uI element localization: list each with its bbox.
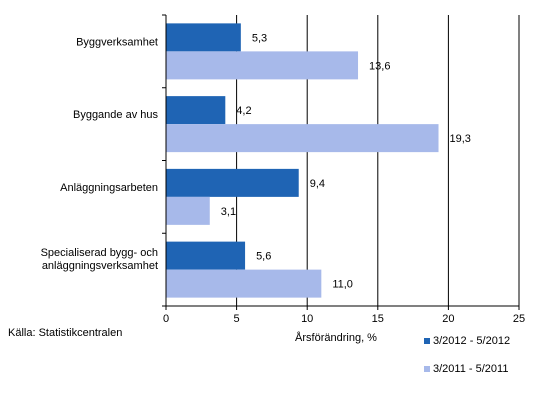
x-tick-label: 0 bbox=[163, 313, 169, 325]
bar bbox=[166, 96, 226, 125]
legend-swatch bbox=[424, 338, 430, 344]
data-label: 13,6 bbox=[369, 60, 390, 72]
bar bbox=[166, 23, 241, 52]
x-tick-label: 10 bbox=[301, 313, 313, 325]
data-label: 3,1 bbox=[221, 206, 236, 218]
legend-label: 3/2012 - 5/2012 bbox=[433, 335, 511, 347]
legend-item-series-2: 3/2011 - 5/2011 bbox=[424, 362, 510, 376]
legend: 3/2012 - 5/2012 3/2011 - 5/2011 bbox=[424, 334, 510, 390]
bars bbox=[166, 23, 439, 298]
axes bbox=[162, 14, 520, 310]
category-label: Byggverksamhet bbox=[76, 36, 158, 48]
x-axis-title: Årsförändring, % bbox=[295, 331, 377, 344]
data-label: 4,2 bbox=[236, 105, 251, 117]
legend-label: 3/2011 - 5/2011 bbox=[433, 363, 509, 375]
x-tick-label: 5 bbox=[234, 313, 240, 325]
x-tick-label: 15 bbox=[372, 313, 384, 325]
data-label: 9,4 bbox=[310, 178, 325, 190]
labels: 5,3 13,6 Byggverksamhet 4,2 19,3 Byggande av … bbox=[41, 32, 526, 344]
category-label: Byggande av hus bbox=[73, 109, 159, 121]
source-note: Källa: Statistikcentralen bbox=[8, 327, 123, 339]
category-label: Specialiserad bygg- och bbox=[41, 247, 158, 259]
x-tick-label: 25 bbox=[513, 313, 525, 325]
data-label: 11,0 bbox=[332, 279, 353, 291]
data-label: 19,3 bbox=[450, 133, 471, 145]
category-label: anläggningsverksamhet bbox=[42, 260, 158, 272]
bar bbox=[166, 124, 439, 153]
data-label: 5,3 bbox=[252, 32, 267, 44]
bar bbox=[166, 269, 322, 298]
category-label: Anläggningsarbeten bbox=[60, 182, 158, 194]
x-tick-label: 20 bbox=[442, 313, 454, 325]
legend-swatch bbox=[424, 366, 430, 372]
bar bbox=[166, 196, 210, 225]
bar bbox=[166, 241, 246, 270]
bar bbox=[166, 168, 299, 197]
legend-item-series-1: 3/2012 - 5/2012 bbox=[424, 334, 510, 348]
data-label: 5,6 bbox=[256, 251, 271, 263]
bar bbox=[166, 51, 359, 80]
